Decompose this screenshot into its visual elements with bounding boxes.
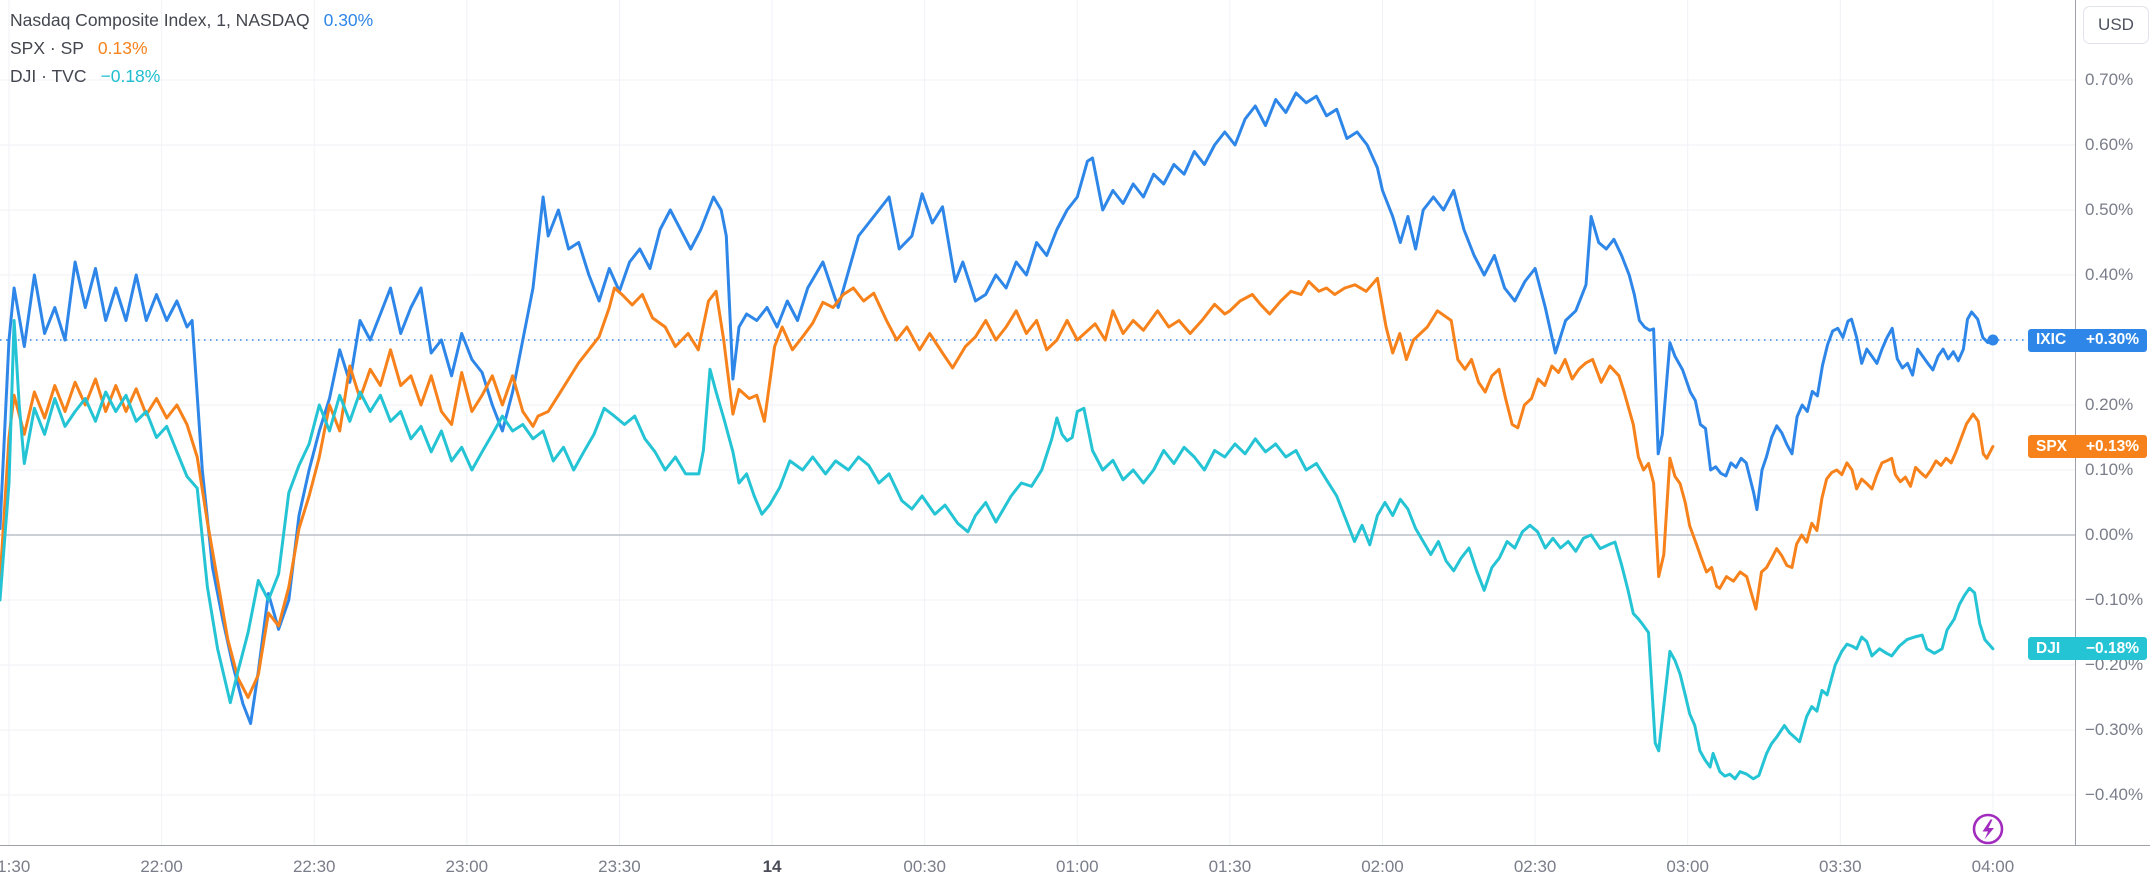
time-tick-label: 22:30 (292, 857, 336, 876)
time-tick-label: 04:00 (1971, 857, 2015, 876)
time-tick-label: 23:00 (445, 857, 489, 876)
price-tick-label: 0.60% (2085, 135, 2134, 154)
time-tick-label: 22:00 (140, 857, 183, 876)
legend-row-dji[interactable]: DJI · TVC −0.18% (10, 62, 373, 90)
time-tick-label: 21:30 (0, 857, 31, 876)
time-tick-label: 01:00 (1055, 857, 1099, 876)
price-tick-label: 0.20% (2085, 395, 2134, 414)
price-tick-label: 0.10% (2085, 460, 2134, 479)
time-tick-label: 00:30 (903, 857, 946, 876)
legend-row-nasdaq[interactable]: Nasdaq Composite Index, 1, NASDAQ 0.30% (10, 6, 373, 34)
lightning-icon[interactable] (1972, 813, 2004, 845)
price-tick-label: 0.50% (2085, 200, 2134, 219)
currency-usd-button[interactable]: USD (2083, 6, 2149, 44)
time-tick-label: 03:30 (1819, 857, 1862, 876)
time-tick-label: 02:00 (1361, 857, 1404, 876)
badge-value: −0.18% (2085, 639, 2139, 657)
legend-label-dji: DJI · TVC (10, 65, 87, 86)
price-tick-label: −0.30% (2085, 720, 2144, 739)
series-line-spx[interactable] (0, 276, 1995, 699)
badge-symbol: IXIC (2036, 331, 2067, 348)
badge-symbol: DJI (2036, 639, 2061, 657)
legend-value-spx: 0.13% (97, 37, 148, 58)
series-line-ixic[interactable] (0, 91, 1995, 725)
time-axis[interactable]: 21:30 22:00 22:30 23:00 23:30 14 00:30 01:00 01:… (0, 845, 2150, 894)
price-tick-label: 0.40% (2085, 265, 2134, 284)
plot-canvas[interactable] (0, 0, 2075, 845)
time-tick-label: 02:30 (1513, 857, 1557, 876)
legend-label-spx: SPX · SP (10, 37, 84, 58)
time-tick-label: 01:30 (1208, 857, 1252, 876)
series-line-dji[interactable] (0, 319, 1995, 781)
legend-row-spx[interactable]: SPX · SP 0.13% (10, 34, 373, 62)
badge-symbol: SPX (2036, 437, 2068, 455)
price-tick-label: 0.70% (2085, 70, 2134, 89)
legend: Nasdaq Composite Index, 1, NASDAQ 0.30% … (10, 6, 373, 90)
price-axis[interactable]: 0.70%0.60%0.50%0.40%0.30%0.20%0.10%0.00%… (2075, 0, 2150, 845)
badge-value: +0.30% (2085, 331, 2139, 348)
plot-area[interactable] (0, 0, 2075, 845)
price-badge-dji: DJI −0.18% (2028, 637, 2147, 661)
time-tick-label: 03:00 (1666, 857, 1709, 876)
badge-value: +0.13% (2085, 437, 2139, 455)
price-badge-ixic: IXIC +0.30% (2028, 328, 2147, 352)
series-end-dot (1987, 334, 1999, 346)
price-tick-label: −0.10% (2085, 590, 2144, 609)
time-tick-label: 23:30 (598, 857, 641, 876)
legend-label-nasdaq: Nasdaq Composite Index, 1, NASDAQ (10, 9, 310, 30)
price-badge-spx: SPX +0.13% (2028, 435, 2147, 459)
price-tick-label: 0.00% (2085, 525, 2134, 544)
legend-value-nasdaq: 0.30% (323, 9, 374, 30)
legend-value-dji: −0.18% (100, 65, 161, 86)
time-tick-label-date: 14 (762, 857, 782, 876)
price-tick-label: −0.40% (2085, 785, 2144, 804)
